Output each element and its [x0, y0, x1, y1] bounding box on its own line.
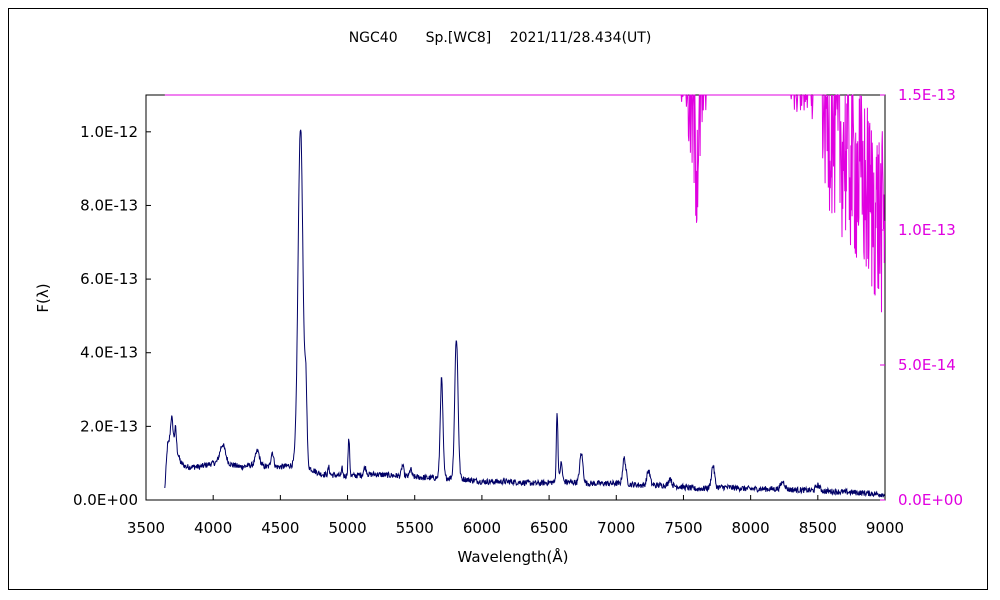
- x-tick-label: 7500: [664, 519, 702, 537]
- x-tick-label: 6000: [463, 519, 501, 537]
- plot-area: 3500 4000 4500 5000 5500 6000 6500 7000 7500 8000…: [73, 86, 963, 537]
- y-left-tick-label: 0.0E+00: [73, 491, 138, 509]
- chart-frame: [8, 8, 988, 590]
- series-line-left-axis: [164, 129, 885, 498]
- y-left-tick-label: 1.0E-12: [80, 123, 138, 141]
- y-right-tick-label: 0.0E+00: [898, 491, 963, 509]
- y-left-tick-label: 6.0E-13: [80, 270, 138, 288]
- y-right-tick-label: 5.0E-14: [898, 356, 956, 374]
- x-tick-label: 9000: [866, 519, 904, 537]
- y-left-tick-label: 4.0E-13: [80, 344, 138, 362]
- x-tick-label: 8000: [732, 519, 770, 537]
- plot-border: [145, 94, 886, 501]
- series-line-right-axis: [164, 94, 886, 313]
- y-left-tick-label: 2.0E-13: [80, 417, 138, 435]
- x-tick-label: 3500: [127, 519, 165, 537]
- y-axis-label: F(λ): [34, 283, 52, 312]
- y-left-tick-label: 8.0E-13: [80, 196, 138, 214]
- x-axis-label: Wavelength(Å): [458, 547, 569, 566]
- x-tick-label: 4000: [194, 519, 232, 537]
- x-tick-label: 7000: [597, 519, 635, 537]
- y-right-tick-label: 1.0E-13: [898, 221, 956, 239]
- x-tick-label: 6500: [530, 519, 568, 537]
- y-right-tick-label: 1.5E-13: [898, 86, 956, 104]
- x-tick-label: 5500: [396, 519, 434, 537]
- x-tick-label: 4500: [261, 519, 299, 537]
- chart-title: NGC40 Sp.[WC8] 2021/11/28.434(UT): [349, 30, 652, 46]
- x-tick-label: 5000: [328, 519, 366, 537]
- x-tick-label: 8500: [799, 519, 837, 537]
